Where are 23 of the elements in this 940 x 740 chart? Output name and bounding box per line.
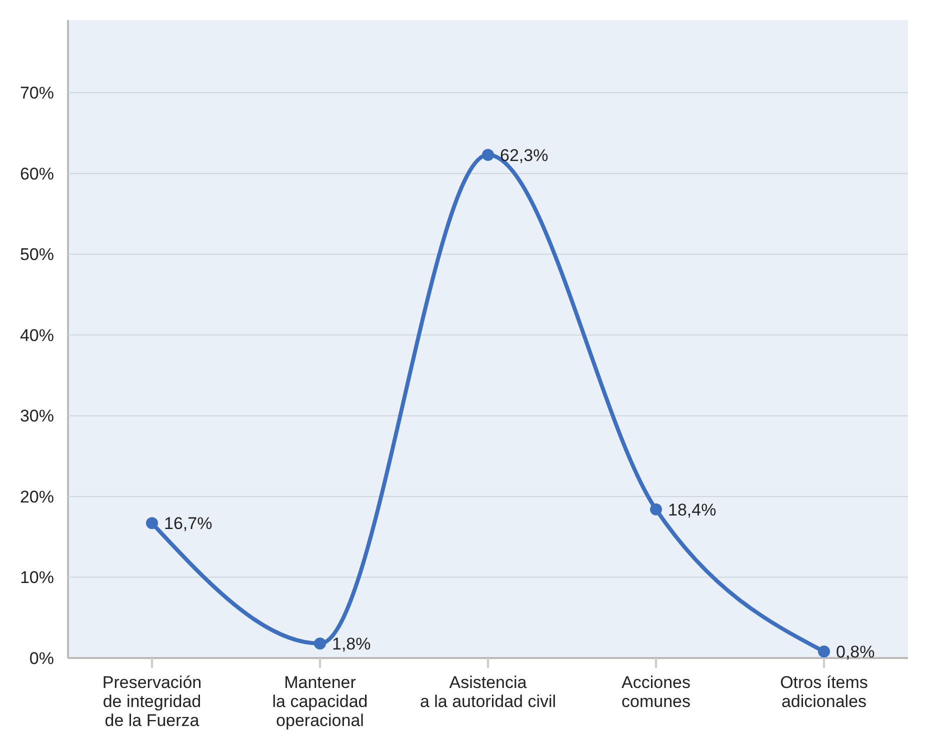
data-label: 1,8% [332,634,371,654]
x-tick-label: Asistencia a la autoridad civil [420,673,556,711]
data-label: 16,7% [164,514,212,534]
x-tick-label: Acciones comunes [622,673,690,711]
y-tick-label: 20% [20,487,54,506]
point [482,148,494,161]
y-tick-label: 10% [20,568,54,588]
y-tick-label: 40% [20,326,54,345]
data-label: 0,8% [836,642,875,662]
point [146,517,158,530]
y-tick-label: 60% [20,164,54,184]
point [314,637,326,650]
point [650,503,662,516]
x-tick-label: Preservación de integridad de la Fuerza [102,673,202,730]
y-tick-label: 70% [20,84,54,103]
y-tick-label: 30% [20,406,54,426]
data-label: 18,4% [668,500,716,520]
data-label: 62,3% [500,146,548,165]
x-tick-label: Otros ítems adicionales [780,673,868,711]
x-tick-label: Mantener la capacidad operacional [272,673,368,730]
y-tick-label: 50% [20,245,54,264]
point [818,646,830,658]
y-tick-label: 0% [29,649,54,668]
